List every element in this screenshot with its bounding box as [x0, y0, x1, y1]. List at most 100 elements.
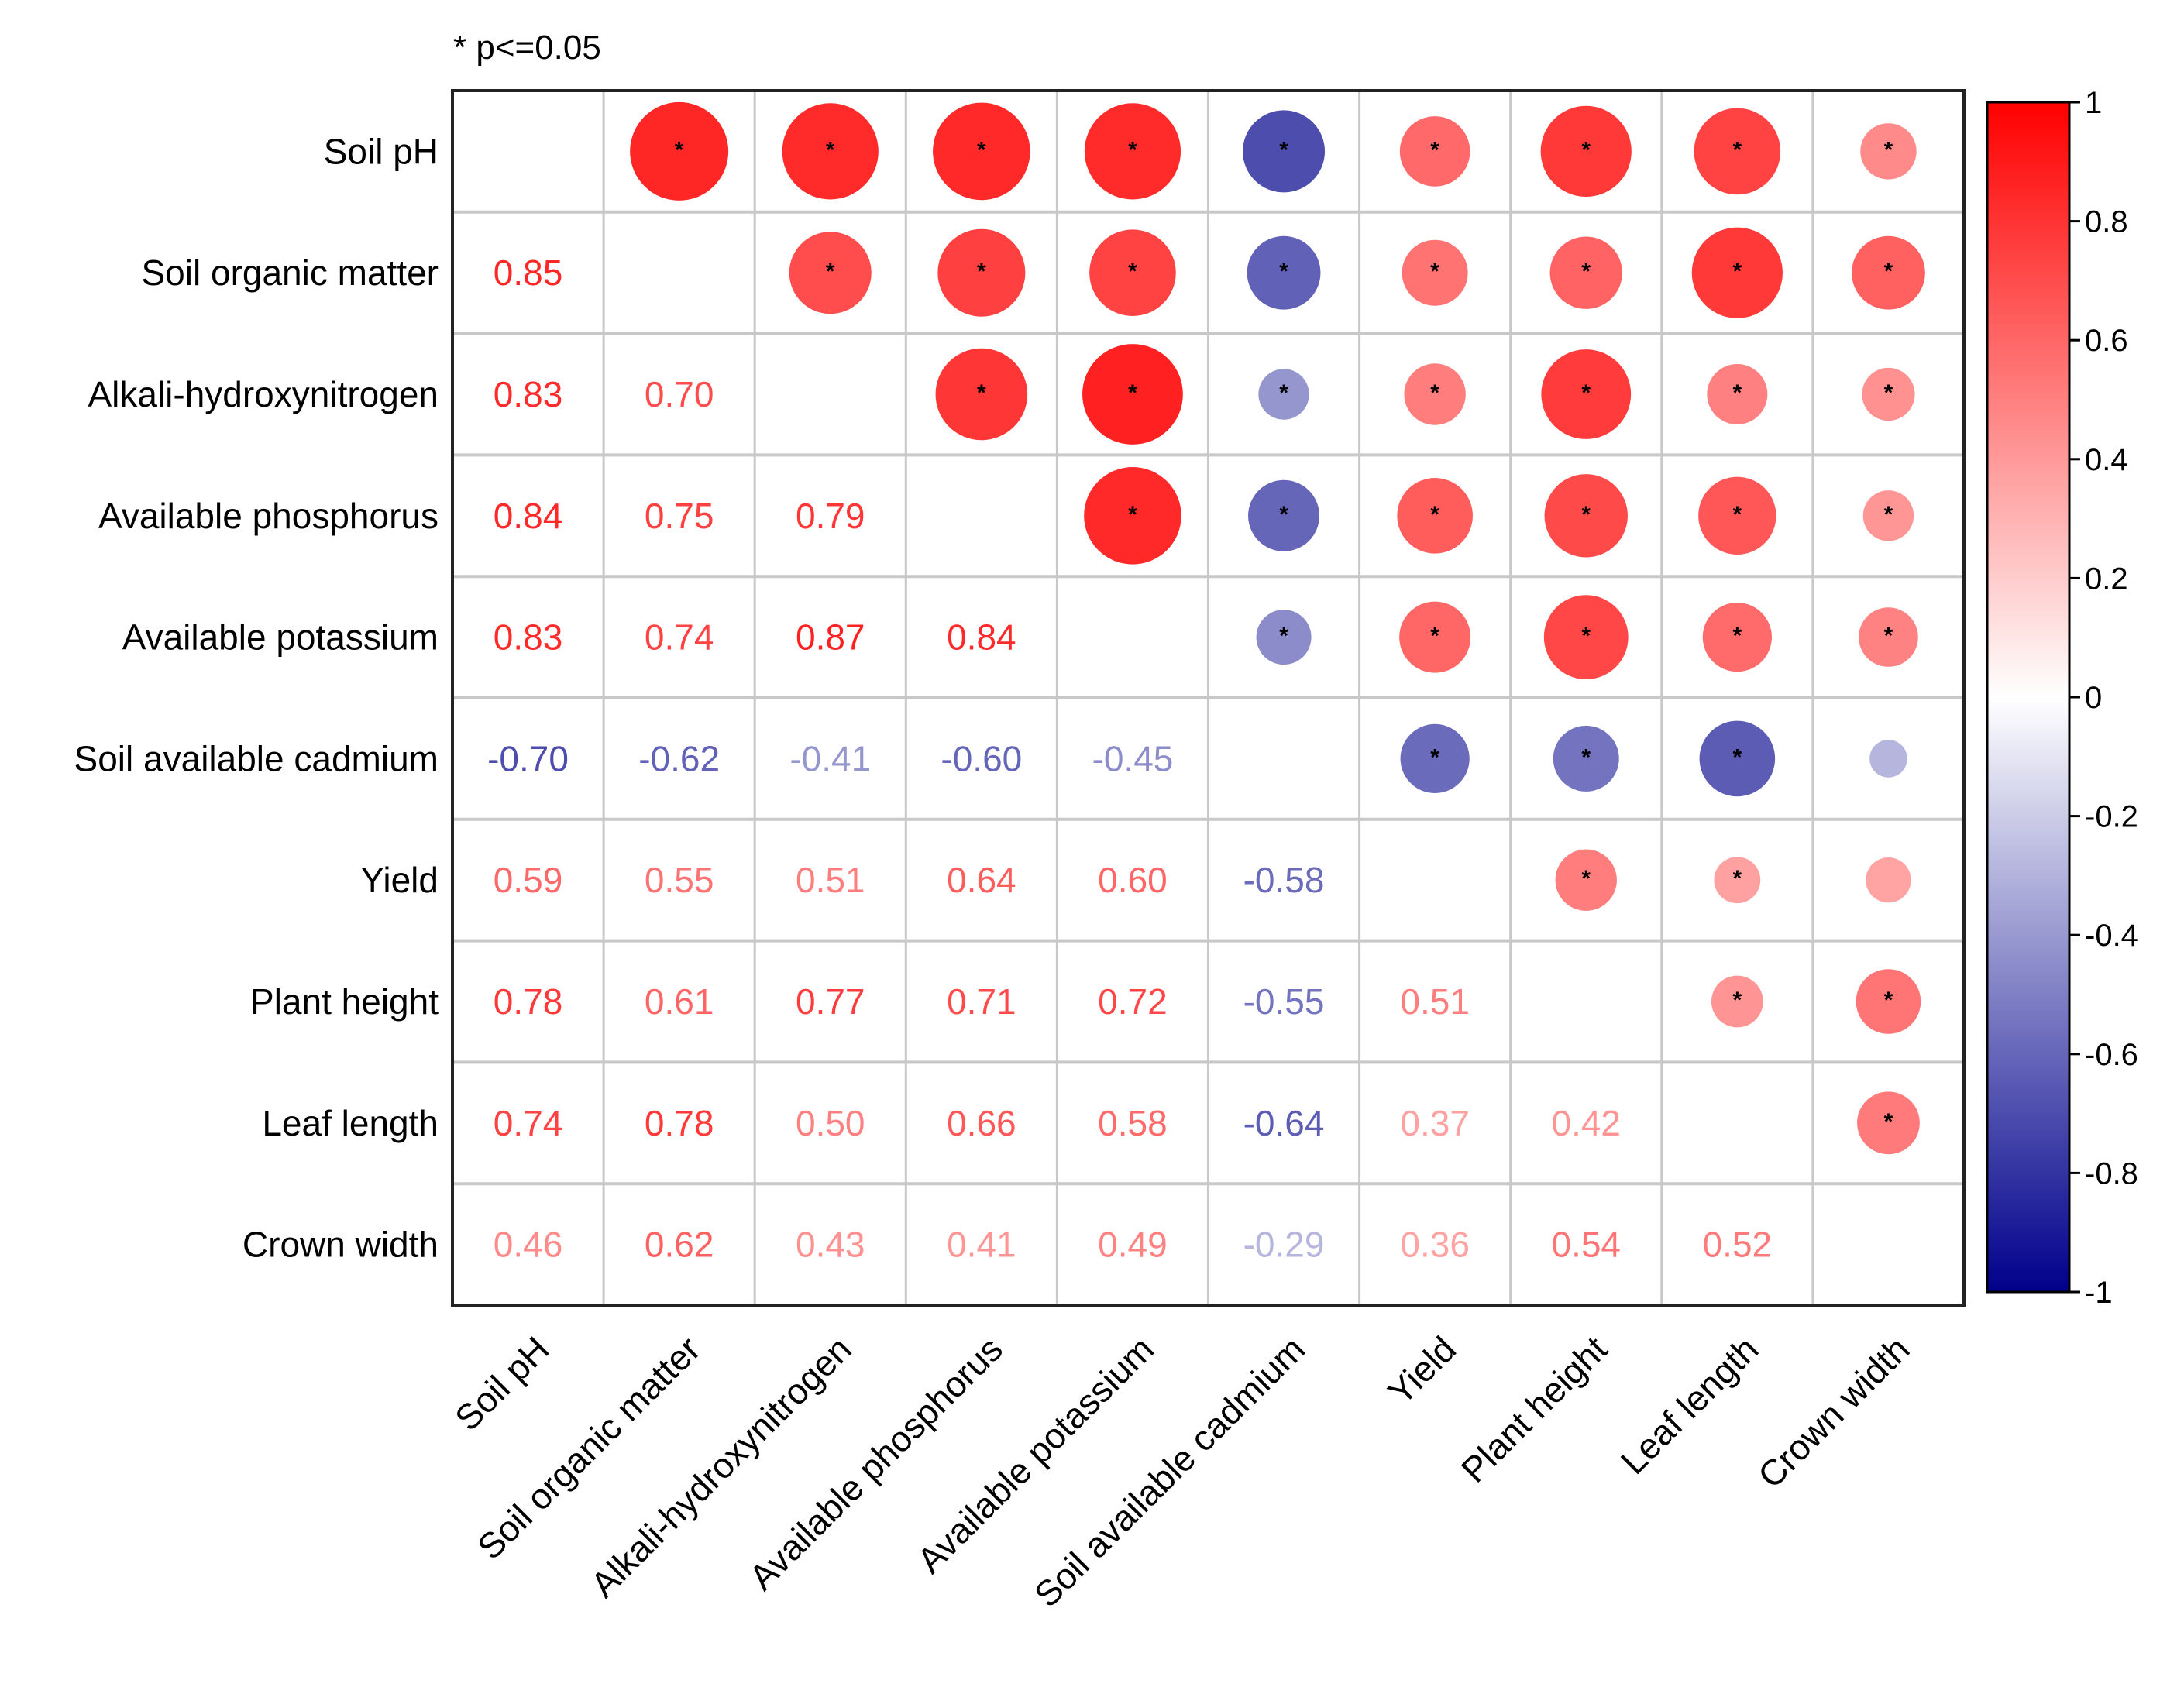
correlation-circle	[1404, 363, 1466, 425]
correlation-value-label: 0.36	[1400, 1225, 1470, 1265]
correlation-value-label: 0.79	[796, 496, 865, 536]
correlation-value-label: 0.64	[947, 860, 1016, 900]
correlation-circle	[1082, 344, 1183, 445]
correlation-value-label: -0.45	[1092, 738, 1174, 778]
significance-marker: *	[1128, 137, 1137, 163]
significance-marker: *	[1733, 744, 1742, 770]
significance-marker: *	[1430, 137, 1439, 163]
correlation-circle	[1400, 723, 1470, 793]
significance-marker: *	[1733, 137, 1742, 163]
significance-marker: *	[1128, 380, 1137, 406]
matrix-grid	[451, 89, 1966, 1307]
correlation-value-label: 0.71	[947, 981, 1016, 1022]
significance-marker: *	[1279, 380, 1288, 406]
correlation-value-label: 0.66	[947, 1103, 1016, 1143]
correlation-circle	[1852, 235, 1925, 310]
correlation-value-label: 0.78	[645, 1103, 714, 1143]
correlation-circle	[1555, 849, 1617, 911]
significance-marker: *	[1884, 137, 1893, 163]
correlation-circle	[1869, 740, 1907, 778]
significance-marker: *	[1581, 259, 1591, 284]
correlation-value-label: 0.62	[645, 1225, 714, 1265]
correlation-circle	[1256, 610, 1312, 665]
correlation-circle	[1859, 607, 1918, 667]
significance-marker: *	[1430, 624, 1439, 649]
significance-marker: *	[1884, 988, 1893, 1013]
correlation-circle	[1691, 227, 1783, 318]
row-label: Alkali-hydroxynitrogen	[88, 374, 439, 414]
correlation-circle	[1543, 595, 1629, 679]
significance-marker: *	[1733, 502, 1742, 527]
correlation-value-label: 0.50	[796, 1103, 865, 1143]
correlation-circle	[1544, 474, 1628, 558]
significance-marker: *	[1884, 1109, 1893, 1135]
column-label: Yield	[1380, 1328, 1463, 1412]
significance-marker: *	[1733, 866, 1742, 892]
correlation-circle	[1549, 236, 1622, 309]
correlation-circle	[1711, 975, 1763, 1028]
correlation-value-label: 0.60	[1098, 860, 1168, 900]
significance-marker: *	[1884, 380, 1893, 406]
correlation-value-label: 0.72	[1098, 981, 1168, 1022]
row-labels: Soil pH Soil organic matter Alkali-hydroxy…	[74, 131, 439, 1264]
significance-marker: *	[1733, 259, 1742, 284]
correlation-circle	[1541, 349, 1632, 439]
significance-marker: *	[1279, 137, 1288, 163]
column-label: Soil pH	[447, 1328, 557, 1438]
correlation-circle	[1553, 725, 1619, 792]
significance-marker: *	[1581, 502, 1591, 527]
correlation-circle	[1402, 239, 1468, 306]
correlation-circle	[1860, 123, 1917, 180]
correlation-circle	[933, 102, 1030, 201]
correlation-circle	[1258, 369, 1309, 420]
correlation-value-label: -0.55	[1243, 981, 1325, 1022]
correlation-value-label: -0.41	[789, 738, 871, 778]
significance-marker: *	[1430, 259, 1439, 284]
significance-marker: *	[1733, 988, 1742, 1013]
correlation-circle	[1540, 105, 1632, 197]
significance-marker: *	[1430, 502, 1439, 527]
significance-marker: *	[1581, 380, 1591, 406]
correlation-circle	[1856, 969, 1921, 1034]
correlation-circle	[1397, 478, 1473, 554]
correlation-value-label: 0.46	[494, 1225, 563, 1265]
correlation-circle	[1866, 857, 1911, 903]
row-label: Soil organic matter	[142, 253, 439, 293]
correlation-circle	[1702, 603, 1772, 672]
row-label: Crown width	[242, 1225, 439, 1265]
correlation-circle	[1857, 1091, 1920, 1155]
correlation-value-label: 0.70	[645, 374, 714, 414]
column-label: Soil available cadmium	[1027, 1328, 1312, 1614]
correlation-circle	[937, 228, 1026, 317]
significance-marker: *	[1128, 502, 1137, 527]
correlation-value-label: 0.42	[1551, 1103, 1621, 1143]
correlation-value-label: 0.74	[645, 617, 714, 658]
row-label: Yield	[360, 860, 439, 900]
correlation-value-label: 0.83	[494, 374, 563, 414]
correlation-value-label: 0.37	[1400, 1103, 1470, 1143]
row-label: Available potassium	[122, 617, 439, 658]
correlation-circle	[935, 348, 1028, 441]
correlation-value-label: 0.83	[494, 617, 563, 658]
correlation-value-label: 0.78	[494, 981, 563, 1022]
correlation-circle	[1698, 476, 1776, 555]
correlation-value-label: 0.59	[494, 860, 563, 900]
significance-marker: *	[675, 137, 684, 163]
colorbar-tick-label: 0.2	[2085, 562, 2128, 596]
correlation-circle	[1247, 235, 1321, 310]
correlation-value-label: -0.70	[487, 738, 569, 778]
correlation-circle	[1707, 364, 1768, 424]
significance-marker: *	[1581, 744, 1591, 770]
row-label: Soil pH	[324, 131, 439, 171]
column-label: Leaf length	[1613, 1328, 1766, 1482]
correlation-value-label: 0.87	[796, 617, 865, 658]
significance-marker: *	[1430, 380, 1439, 406]
significance-marker: *	[1884, 259, 1893, 284]
row-label: Soil available cadmium	[74, 738, 439, 778]
colorbar-tick-label: 0.8	[2085, 205, 2128, 239]
significance-marker: *	[1733, 380, 1742, 406]
row-label: Leaf length	[262, 1103, 439, 1143]
correlation-value-label: -0.62	[638, 738, 720, 778]
correlation-circle	[1084, 103, 1181, 200]
